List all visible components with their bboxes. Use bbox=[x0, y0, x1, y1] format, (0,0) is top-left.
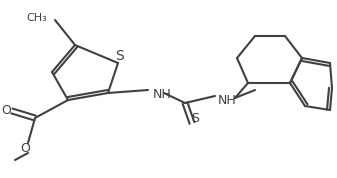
Text: NH: NH bbox=[218, 95, 237, 108]
Text: NH: NH bbox=[153, 88, 172, 101]
Text: O: O bbox=[1, 104, 11, 117]
Text: S: S bbox=[116, 49, 124, 63]
Text: CH₃: CH₃ bbox=[26, 13, 47, 23]
Text: O: O bbox=[20, 143, 30, 156]
Text: S: S bbox=[191, 112, 199, 125]
